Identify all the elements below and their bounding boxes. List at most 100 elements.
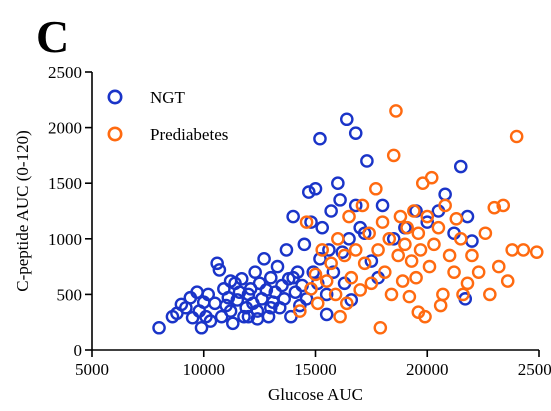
data-point-ngt	[152, 320, 166, 335]
data-point-prediabetes	[496, 198, 511, 213]
data-point-prediabetes	[364, 276, 379, 291]
data-point-prediabetes	[487, 200, 502, 215]
data-point-prediabetes	[319, 274, 334, 288]
x-tick-label: 20000	[406, 360, 449, 379]
data-point-prediabetes	[398, 237, 412, 252]
data-point-ngt	[326, 265, 341, 279]
data-point-ngt	[210, 256, 224, 271]
data-point-prediabetes	[427, 237, 441, 252]
data-point-prediabetes	[328, 287, 343, 302]
data-point-prediabetes	[404, 254, 419, 268]
axes: 0 500 1000 1500 2000 2500 5000 10000 15000 20000 2…	[48, 63, 551, 379]
data-point-prediabetes	[413, 243, 428, 257]
data-point-prediabetes	[422, 259, 437, 274]
data-point-ngt	[286, 270, 300, 285]
data-point-prediabetes	[442, 248, 457, 263]
data-point-ngt	[250, 312, 265, 326]
data-point-prediabetes	[438, 198, 452, 213]
x-tick-label: 5000	[75, 360, 109, 379]
data-point-prediabetes	[371, 243, 385, 257]
data-point-ngt	[465, 234, 479, 248]
data-point-ngt	[348, 126, 363, 140]
data-point-prediabetes	[500, 274, 515, 288]
data-point-ngt	[288, 285, 303, 299]
data-point-ngt	[301, 185, 316, 199]
data-point-prediabetes	[308, 267, 323, 282]
data-point-ngt	[259, 283, 274, 297]
data-point-prediabetes	[411, 226, 426, 241]
data-point-prediabetes	[393, 209, 408, 224]
data-point-ngt	[263, 270, 278, 285]
data-point-ngt	[263, 300, 278, 315]
data-point-ngt	[241, 309, 256, 324]
data-point-prediabetes	[382, 231, 397, 246]
data-point-prediabetes	[509, 129, 524, 144]
data-point-ngt	[375, 198, 390, 213]
data-point-ngt	[324, 204, 338, 218]
data-point-ngt	[194, 320, 209, 335]
data-point-prediabetes	[491, 259, 506, 274]
data-point-prediabetes	[357, 256, 372, 271]
y-tick-label: 500	[57, 285, 83, 304]
data-point-prediabetes	[299, 215, 314, 229]
data-point-ngt	[342, 231, 356, 246]
data-point-ngt	[308, 181, 323, 196]
data-point-ngt	[279, 243, 294, 257]
data-point-ngt	[230, 293, 245, 307]
data-point-prediabetes	[400, 220, 414, 235]
data-point-ngt	[319, 307, 334, 322]
data-point-prediabetes	[362, 226, 376, 241]
data-point-ngt	[237, 309, 251, 324]
data-point-prediabetes	[337, 248, 352, 263]
data-point-prediabetes	[353, 283, 368, 297]
y-tick-label: 1500	[48, 174, 82, 193]
data-point-prediabetes	[344, 270, 359, 285]
data-point-prediabetes	[331, 231, 345, 246]
x-tick-label: 15000	[294, 360, 337, 379]
data-point-ngt	[339, 112, 354, 127]
y-tick-label: 1000	[48, 230, 82, 249]
data-point-prediabetes	[310, 296, 325, 311]
data-point-ngt	[420, 215, 435, 229]
data-point-ngt	[333, 193, 347, 207]
data-point-ngt	[257, 252, 271, 266]
data-point-prediabetes	[449, 211, 464, 226]
data-point-prediabetes	[420, 209, 435, 224]
data-point-ngt	[348, 198, 363, 213]
data-point-prediabetes	[436, 287, 450, 302]
data-point-ngt	[322, 243, 336, 257]
data-point-ngt	[252, 276, 267, 291]
panel-label: C	[36, 11, 69, 62]
data-point-prediabetes	[377, 265, 392, 279]
data-point-ngt	[315, 220, 330, 235]
data-point-ngt	[313, 131, 327, 146]
data-point-ngt	[275, 278, 289, 293]
data-point-ngt	[221, 290, 236, 305]
y-axis-title: C-peptide AUC (0-120)	[13, 130, 32, 291]
data-point-ngt	[203, 314, 218, 328]
x-axis-title: Glucose AUC	[268, 385, 363, 404]
data-point-ngt	[226, 316, 240, 331]
data-point-prediabetes	[369, 181, 383, 196]
data-point-ngt	[270, 259, 285, 274]
data-point-prediabetes	[375, 215, 390, 229]
data-point-prediabetes	[402, 289, 417, 304]
data-point-ngt	[297, 237, 312, 252]
data-point-prediabetes	[333, 309, 347, 324]
data-point-prediabetes	[505, 243, 519, 257]
data-point-prediabetes	[465, 248, 479, 263]
data-point-ngt	[306, 265, 321, 279]
data-point-ngt	[185, 310, 200, 325]
data-point-prediabetes	[453, 231, 468, 246]
data-point-ngt	[313, 252, 327, 266]
data-points	[152, 104, 544, 335]
data-point-prediabetes	[373, 320, 388, 335]
data-point-prediabetes	[324, 256, 338, 271]
data-point-ngt	[331, 176, 345, 190]
data-point-prediabetes	[483, 287, 497, 302]
data-point-ngt	[357, 226, 372, 241]
data-point-prediabetes	[407, 204, 421, 218]
data-point-prediabetes	[516, 243, 531, 257]
data-point-prediabetes	[391, 248, 405, 263]
legend-label-ngt: NGT	[150, 88, 186, 107]
